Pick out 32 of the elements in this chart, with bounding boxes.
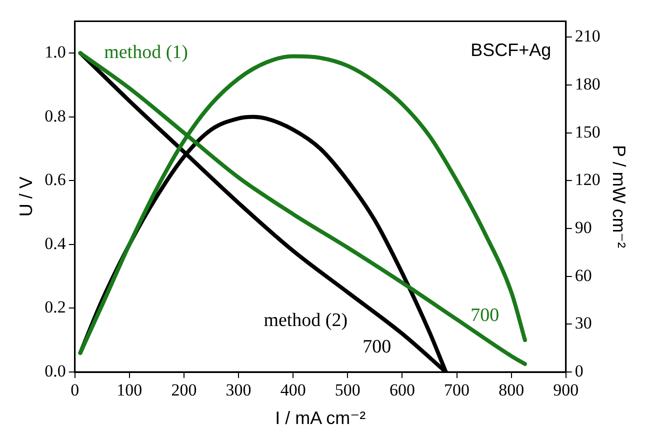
annotation: method (2) bbox=[264, 310, 348, 332]
annotation: method (1) bbox=[104, 42, 188, 63]
annotation: BSCF+Ag bbox=[470, 40, 552, 60]
x-tick-label: 200 bbox=[171, 380, 197, 400]
y-tick-label: 0.6 bbox=[44, 170, 66, 190]
annotation: 700 bbox=[470, 304, 500, 326]
y2-tick-label: 30 bbox=[574, 314, 592, 333]
y2-tick-label: 0 bbox=[574, 361, 584, 380]
x-axis-title: I / mA cm⁻² bbox=[275, 408, 366, 428]
x-tick-label: 900 bbox=[553, 380, 579, 400]
y2-tick-label: 150 bbox=[574, 122, 600, 142]
x-tick-label: 600 bbox=[389, 380, 415, 400]
x-tick-label: 0 bbox=[70, 380, 80, 400]
x-tick-label: 700 bbox=[444, 380, 470, 400]
y-tick-label: 0.0 bbox=[44, 361, 66, 380]
x-tick-label: 300 bbox=[226, 380, 252, 400]
y-tick-label: 1.0 bbox=[44, 42, 66, 62]
y2-tick-label: 120 bbox=[574, 170, 600, 190]
y-axis-title: U / V bbox=[16, 176, 36, 217]
y2-axis-title: P / mW cm⁻² bbox=[609, 145, 630, 248]
y-tick-label: 0.4 bbox=[44, 234, 66, 253]
y2-tick-label: 90 bbox=[574, 218, 592, 237]
y2-tick-label: 60 bbox=[574, 266, 592, 285]
x-tick-label: 500 bbox=[334, 380, 360, 400]
y2-tick-label: 180 bbox=[574, 74, 600, 94]
y-tick-label: 0.8 bbox=[44, 106, 66, 126]
x-tick-label: 400 bbox=[280, 380, 306, 400]
annotation: 700 bbox=[362, 336, 392, 358]
x-tick-label: 100 bbox=[116, 380, 142, 400]
y-tick-label: 0.2 bbox=[44, 298, 66, 317]
x-tick-label: 800 bbox=[498, 380, 524, 400]
y2-tick-label: 210 bbox=[574, 26, 600, 46]
